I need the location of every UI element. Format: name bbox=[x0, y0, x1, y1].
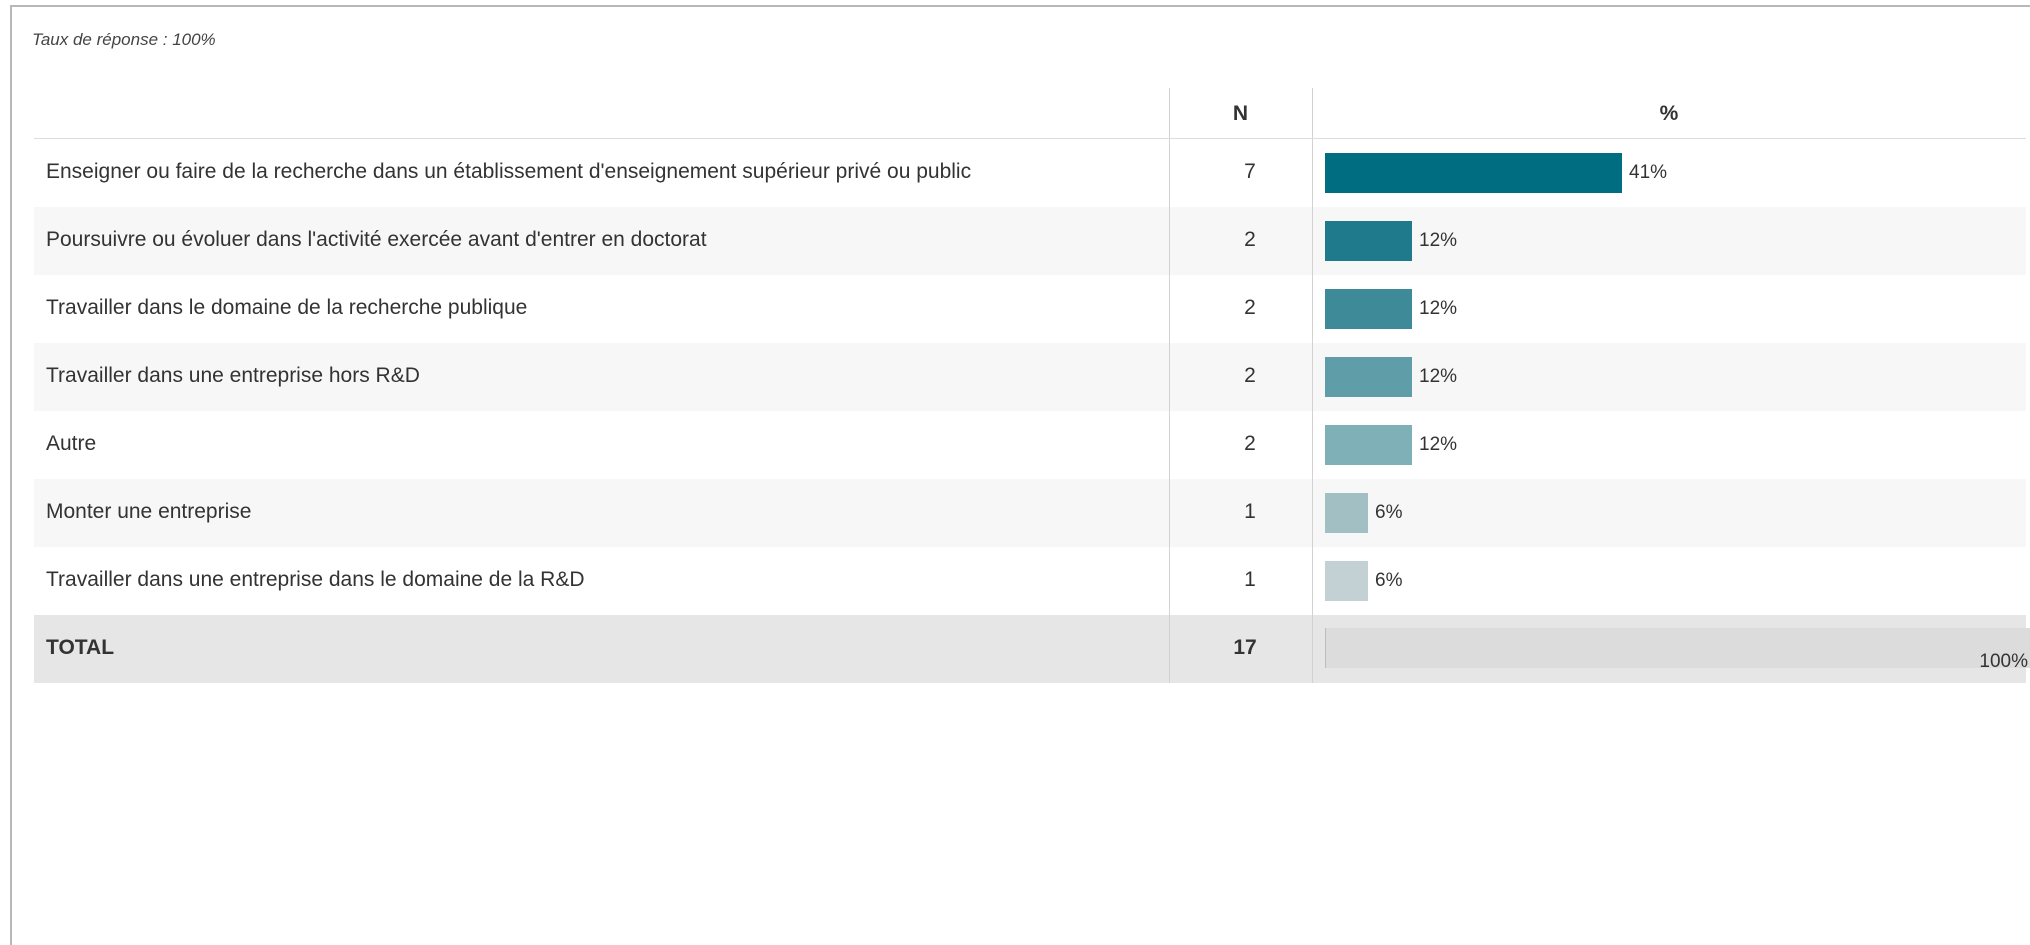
bar bbox=[1325, 425, 1412, 465]
total-label: TOTAL bbox=[46, 636, 115, 659]
total-n: 17 bbox=[1233, 636, 1257, 659]
bar-percent-label: 12% bbox=[1419, 434, 1458, 455]
column-divider-percent bbox=[1312, 275, 1313, 343]
total-percent-label: 100% bbox=[1979, 651, 2028, 672]
table-row: Monter une entreprise 1 6% bbox=[34, 479, 2026, 547]
bar bbox=[1325, 153, 1622, 193]
table-row: Autre 2 12% bbox=[34, 411, 2026, 479]
row-n: 2 bbox=[1244, 364, 1256, 387]
bar-percent-label: 6% bbox=[1375, 570, 1403, 591]
bar bbox=[1325, 357, 1412, 397]
bar-percent-label: 41% bbox=[1629, 162, 1668, 183]
column-divider-percent bbox=[1312, 343, 1313, 411]
row-n: 2 bbox=[1244, 228, 1256, 251]
bar-percent-label: 12% bbox=[1419, 230, 1458, 251]
column-divider-percent bbox=[1312, 88, 1313, 138]
total-row: TOTAL 17 100% bbox=[34, 615, 2030, 683]
column-divider-percent bbox=[1312, 547, 1313, 615]
column-header-n: N bbox=[1232, 102, 1249, 125]
column-divider-n bbox=[1169, 88, 1170, 138]
column-divider-percent bbox=[1312, 139, 1313, 207]
column-divider-percent bbox=[1312, 207, 1313, 275]
row-n: 7 bbox=[1244, 160, 1256, 183]
row-label: Enseigner ou faire de la recherche dans … bbox=[46, 160, 972, 183]
row-n: 2 bbox=[1244, 296, 1256, 319]
bar bbox=[1325, 221, 1412, 261]
column-divider-n bbox=[1169, 343, 1170, 411]
bar-percent-label: 12% bbox=[1419, 298, 1458, 319]
bar-percent-label: 6% bbox=[1375, 502, 1403, 523]
table-body: Enseigner ou faire de la recherche dans … bbox=[34, 139, 2026, 615]
column-divider-percent bbox=[1312, 615, 1313, 683]
column-divider-n bbox=[1169, 479, 1170, 547]
column-divider-n bbox=[1169, 615, 1170, 683]
row-label: Autre bbox=[46, 432, 97, 455]
column-divider-n bbox=[1169, 411, 1170, 479]
row-n: 2 bbox=[1244, 432, 1256, 455]
column-divider-n bbox=[1169, 207, 1170, 275]
table-header: N % bbox=[34, 88, 2026, 139]
column-header-percent: % bbox=[1659, 102, 1679, 125]
row-label: Travailler dans le domaine de la recherc… bbox=[46, 296, 528, 319]
row-label: Travailler dans une entreprise hors R&D bbox=[46, 364, 420, 387]
column-divider-n bbox=[1169, 547, 1170, 615]
bar bbox=[1325, 561, 1368, 601]
chart-frame bbox=[10, 5, 2030, 945]
column-divider-n bbox=[1169, 139, 1170, 207]
table-row: Enseigner ou faire de la recherche dans … bbox=[34, 139, 2026, 207]
column-divider-n bbox=[1169, 275, 1170, 343]
bar bbox=[1325, 289, 1412, 329]
table-row: Poursuivre ou évoluer dans l'activité ex… bbox=[34, 207, 2026, 275]
row-label: Poursuivre ou évoluer dans l'activité ex… bbox=[46, 228, 707, 251]
column-divider-percent bbox=[1312, 479, 1313, 547]
table-row: Travailler dans une entreprise hors R&D 2… bbox=[34, 343, 2026, 411]
table-row: Travailler dans une entreprise dans le d… bbox=[34, 547, 2026, 615]
row-label: Travailler dans une entreprise dans le d… bbox=[46, 568, 585, 591]
total-bar: 100% bbox=[1325, 628, 2030, 672]
bar-percent-label: 12% bbox=[1419, 366, 1458, 387]
response-rate: Taux de réponse : 100% bbox=[32, 30, 216, 49]
row-label: Monter une entreprise bbox=[46, 500, 252, 523]
row-n: 1 bbox=[1244, 500, 1256, 523]
table-row: Travailler dans le domaine de la recherc… bbox=[34, 275, 2026, 343]
row-n: 1 bbox=[1244, 568, 1256, 591]
bar bbox=[1325, 493, 1368, 533]
column-divider-percent bbox=[1312, 411, 1313, 479]
results-table: N % Enseigner ou faire de la recherche d… bbox=[34, 88, 2030, 683]
